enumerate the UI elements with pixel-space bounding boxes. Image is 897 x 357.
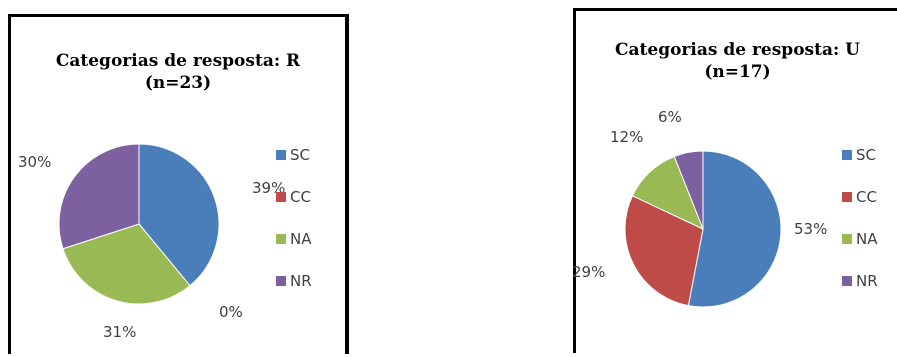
chart-title-u: Categorias de resposta: U (n=17)	[576, 39, 897, 83]
data-label-r-na: 31%	[103, 323, 136, 341]
legend-label-u-sc: SC	[856, 146, 876, 164]
chart-panel-u: Categorias de resposta: U (n=17) 53% 29% 1…	[572, 8, 897, 353]
chart-title-r: Categorias de resposta: R (n=23)	[11, 50, 345, 94]
chart-panel-r: Categorias de resposta: R (n=23) 39% 0% 31…	[8, 14, 349, 354]
legend-label-r-cc: CC	[290, 188, 311, 206]
chart-title-r-line2: (n=23)	[144, 73, 212, 93]
pie-slice-r-na	[62, 223, 191, 305]
legend-swatch-u-nr	[842, 276, 852, 286]
data-label-r-cc: 0%	[219, 303, 243, 321]
chart-title-u-line1: Categorias de resposta: U	[614, 40, 860, 60]
pie-slice-u-sc	[687, 150, 782, 308]
pie-slice-u-nr	[673, 150, 704, 230]
pie-chart-u: 53% 29% 12% 6% SC CC NA NR	[572, 108, 878, 308]
data-label-u-sc: 53%	[794, 220, 827, 238]
legend-swatch-r-na	[276, 234, 286, 244]
legend-label-u-na: NA	[856, 230, 878, 248]
legend-swatch-r-cc	[276, 192, 286, 202]
legend-swatch-u-cc	[842, 192, 852, 202]
legend-label-r-sc: SC	[290, 146, 310, 164]
legend-swatch-r-sc	[276, 150, 286, 160]
pie-slice-u-cc	[624, 195, 704, 307]
data-label-u-cc: 29%	[572, 263, 605, 281]
chart-title-u-line2: (n=17)	[704, 62, 771, 82]
legend-label-r-nr: NR	[290, 272, 312, 290]
chart-title-r-line1: Categorias de resposta: R	[55, 51, 301, 71]
pie-slice-r-nr	[58, 143, 140, 250]
pie-slice-r-sc	[138, 143, 220, 287]
data-label-u-nr: 6%	[658, 108, 682, 126]
data-label-r-nr: 30%	[18, 153, 51, 171]
legend-swatch-u-sc	[842, 150, 852, 160]
legend-swatch-u-na	[842, 234, 852, 244]
legend-label-u-nr: NR	[856, 272, 878, 290]
legend-swatch-r-nr	[276, 276, 286, 286]
legend-label-u-cc: CC	[856, 188, 877, 206]
data-label-u-na: 12%	[610, 128, 643, 146]
legend-label-r-na: NA	[290, 230, 312, 248]
